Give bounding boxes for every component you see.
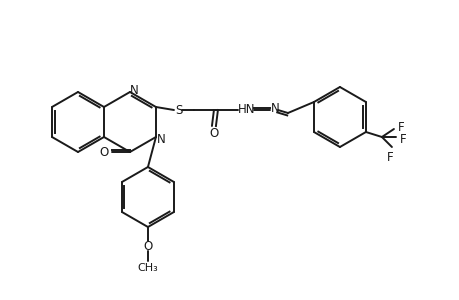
Text: N: N <box>270 101 279 115</box>
Text: S: S <box>175 103 182 116</box>
Text: O: O <box>99 146 108 158</box>
Text: F: F <box>386 151 392 164</box>
Text: N: N <box>156 133 165 146</box>
Text: CH₃: CH₃ <box>137 263 158 273</box>
Text: HN: HN <box>238 103 255 116</box>
Text: F: F <box>397 121 403 134</box>
Text: O: O <box>209 127 218 140</box>
Text: N: N <box>129 83 138 97</box>
Text: O: O <box>143 241 152 254</box>
Text: F: F <box>399 133 405 146</box>
